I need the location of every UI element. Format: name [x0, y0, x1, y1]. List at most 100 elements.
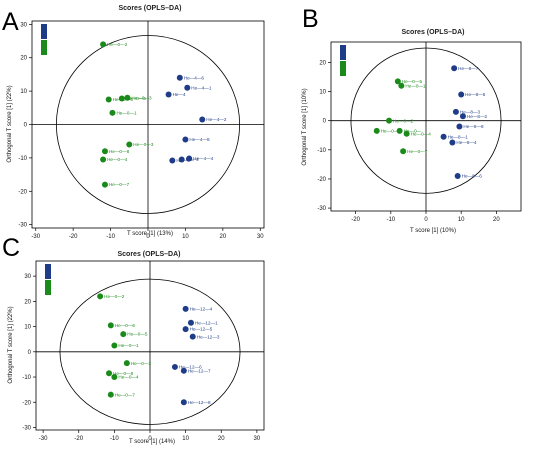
data-point	[373, 127, 380, 134]
legend-label: He—mmol—12	[52, 269, 74, 273]
chart-title: Scores (OPLS–DA)	[118, 5, 181, 12]
point-label: He—12—1	[195, 320, 218, 325]
point-label: He—0—1	[405, 83, 426, 88]
chart-title: Scores (OPLS–DA)	[117, 251, 180, 258]
x-tick-label: -10	[110, 436, 119, 442]
panel-c: C Scores (OPLS–DA) -30 -20 -10 0 10 20 30 -30 -20 -…	[2, 234, 265, 445]
data-point	[100, 41, 107, 48]
data-point	[106, 370, 113, 377]
point-label: He—0—7	[115, 392, 136, 397]
data-point	[458, 91, 465, 98]
point-label: He—8—1	[448, 134, 469, 139]
point-label: He—8—6	[462, 174, 483, 179]
y-tick-label: -30	[22, 425, 31, 431]
x-axis-label: T score [1] (14%)	[129, 439, 175, 445]
x-tick-label: -20	[74, 436, 83, 442]
point-label: He—0—1	[116, 110, 137, 115]
x-tick-label: 0	[424, 217, 428, 223]
panel-letter: C	[2, 234, 20, 262]
point-label: He—4	[173, 92, 186, 97]
point-label: He—8—3	[460, 110, 481, 115]
data-point	[176, 74, 183, 81]
data-point	[109, 109, 116, 116]
confidence-ellipse	[55, 35, 241, 214]
panel-letter: B	[302, 5, 319, 33]
point-label: He—0—3	[131, 95, 152, 100]
point-label: He—8—7	[458, 66, 479, 71]
y-tick-label: -20	[317, 177, 326, 183]
legend-swatch	[340, 45, 346, 60]
y-tick-label: 30	[20, 22, 27, 28]
y-axis-label: Orthogonal T score [1] (22%)	[8, 306, 14, 383]
point-label: He—0—7	[407, 149, 428, 154]
point-label: He—0—2	[104, 294, 125, 299]
x-tick-label: 0	[148, 436, 152, 442]
panel-a: A Scores (OPLS–DA) -30 -20 -10 0 10 20 30 -30 -20 -…	[2, 5, 265, 240]
x-tick-label: 20	[493, 217, 500, 223]
data-point	[394, 78, 401, 85]
data-point	[403, 130, 410, 137]
data-point	[120, 331, 127, 338]
data-point	[178, 156, 185, 163]
data-point	[182, 305, 189, 312]
x-tick-label: -20	[69, 234, 78, 240]
point-label: He—0—5	[127, 332, 148, 337]
y-tick-label: 0	[28, 350, 32, 356]
confidence-ellipse	[59, 278, 241, 425]
point-label: He—0—2	[393, 118, 414, 123]
data-point	[189, 333, 196, 340]
data-point	[100, 156, 107, 163]
y-tick-label: 0	[323, 119, 327, 125]
data-point	[126, 141, 133, 148]
point-label: He—0—8	[109, 149, 130, 154]
x-axis-label: T score [1] (13%)	[127, 231, 173, 237]
y-tick-label: 20	[20, 56, 27, 62]
data-point	[97, 293, 104, 300]
data-point	[165, 91, 172, 98]
y-axis-label: Orthogonal T score [1] (22%)	[7, 85, 13, 162]
data-point	[180, 399, 187, 406]
y-tick-label: -10	[18, 156, 27, 162]
point-label: He—8—5	[465, 92, 486, 97]
y-tick-label: -30	[317, 206, 326, 212]
panel-b: B Scores (OPLS–DA) -20 -10 0 10 20 -30 -20 -10 0 10…	[302, 5, 522, 234]
x-tick-label: 20	[219, 234, 226, 240]
chart-title: Scores (OPLS–DA)	[401, 29, 464, 36]
legend-label: He—mmol—0	[48, 45, 68, 49]
point-label: He—12—5	[190, 327, 213, 332]
data-point	[123, 360, 130, 367]
data-point	[118, 95, 125, 102]
x-tick-label: 10	[458, 217, 465, 223]
data-point	[449, 139, 456, 146]
x-tick-label: -10	[106, 234, 115, 240]
point-label: He—0—4	[118, 375, 139, 380]
point-label: He—0—	[404, 128, 422, 133]
point-label: He—12—7	[188, 368, 211, 373]
data-point	[111, 374, 118, 381]
point-label: He—4—4	[193, 156, 214, 161]
x-tick-label: 30	[254, 436, 261, 442]
point-label: He—12—8	[188, 400, 211, 405]
y-tick-label: 10	[24, 325, 31, 331]
point-label: He—4	[186, 157, 199, 162]
point-label: He—0—5	[126, 96, 147, 101]
y-tick-label: 10	[319, 90, 326, 96]
data-point	[199, 116, 206, 123]
data-point	[400, 148, 407, 155]
y-tick-label: -20	[18, 189, 27, 195]
data-point	[107, 322, 114, 329]
point-label: He—0—7	[109, 182, 130, 187]
legend-label: He—mmol—0	[52, 285, 72, 289]
x-tick-label: 30	[257, 234, 264, 240]
data-point	[456, 123, 463, 130]
point-label: He—0—3	[133, 142, 154, 147]
point-label: He—0—3	[131, 361, 152, 366]
point-label: He—0—4	[107, 157, 128, 162]
confidence-ellipse	[350, 47, 502, 194]
y-tick-label: -10	[317, 148, 326, 154]
data-point	[187, 319, 194, 326]
point-label: He—4—	[176, 158, 194, 163]
data-point	[184, 84, 191, 91]
y-tick-label: -30	[18, 223, 27, 229]
